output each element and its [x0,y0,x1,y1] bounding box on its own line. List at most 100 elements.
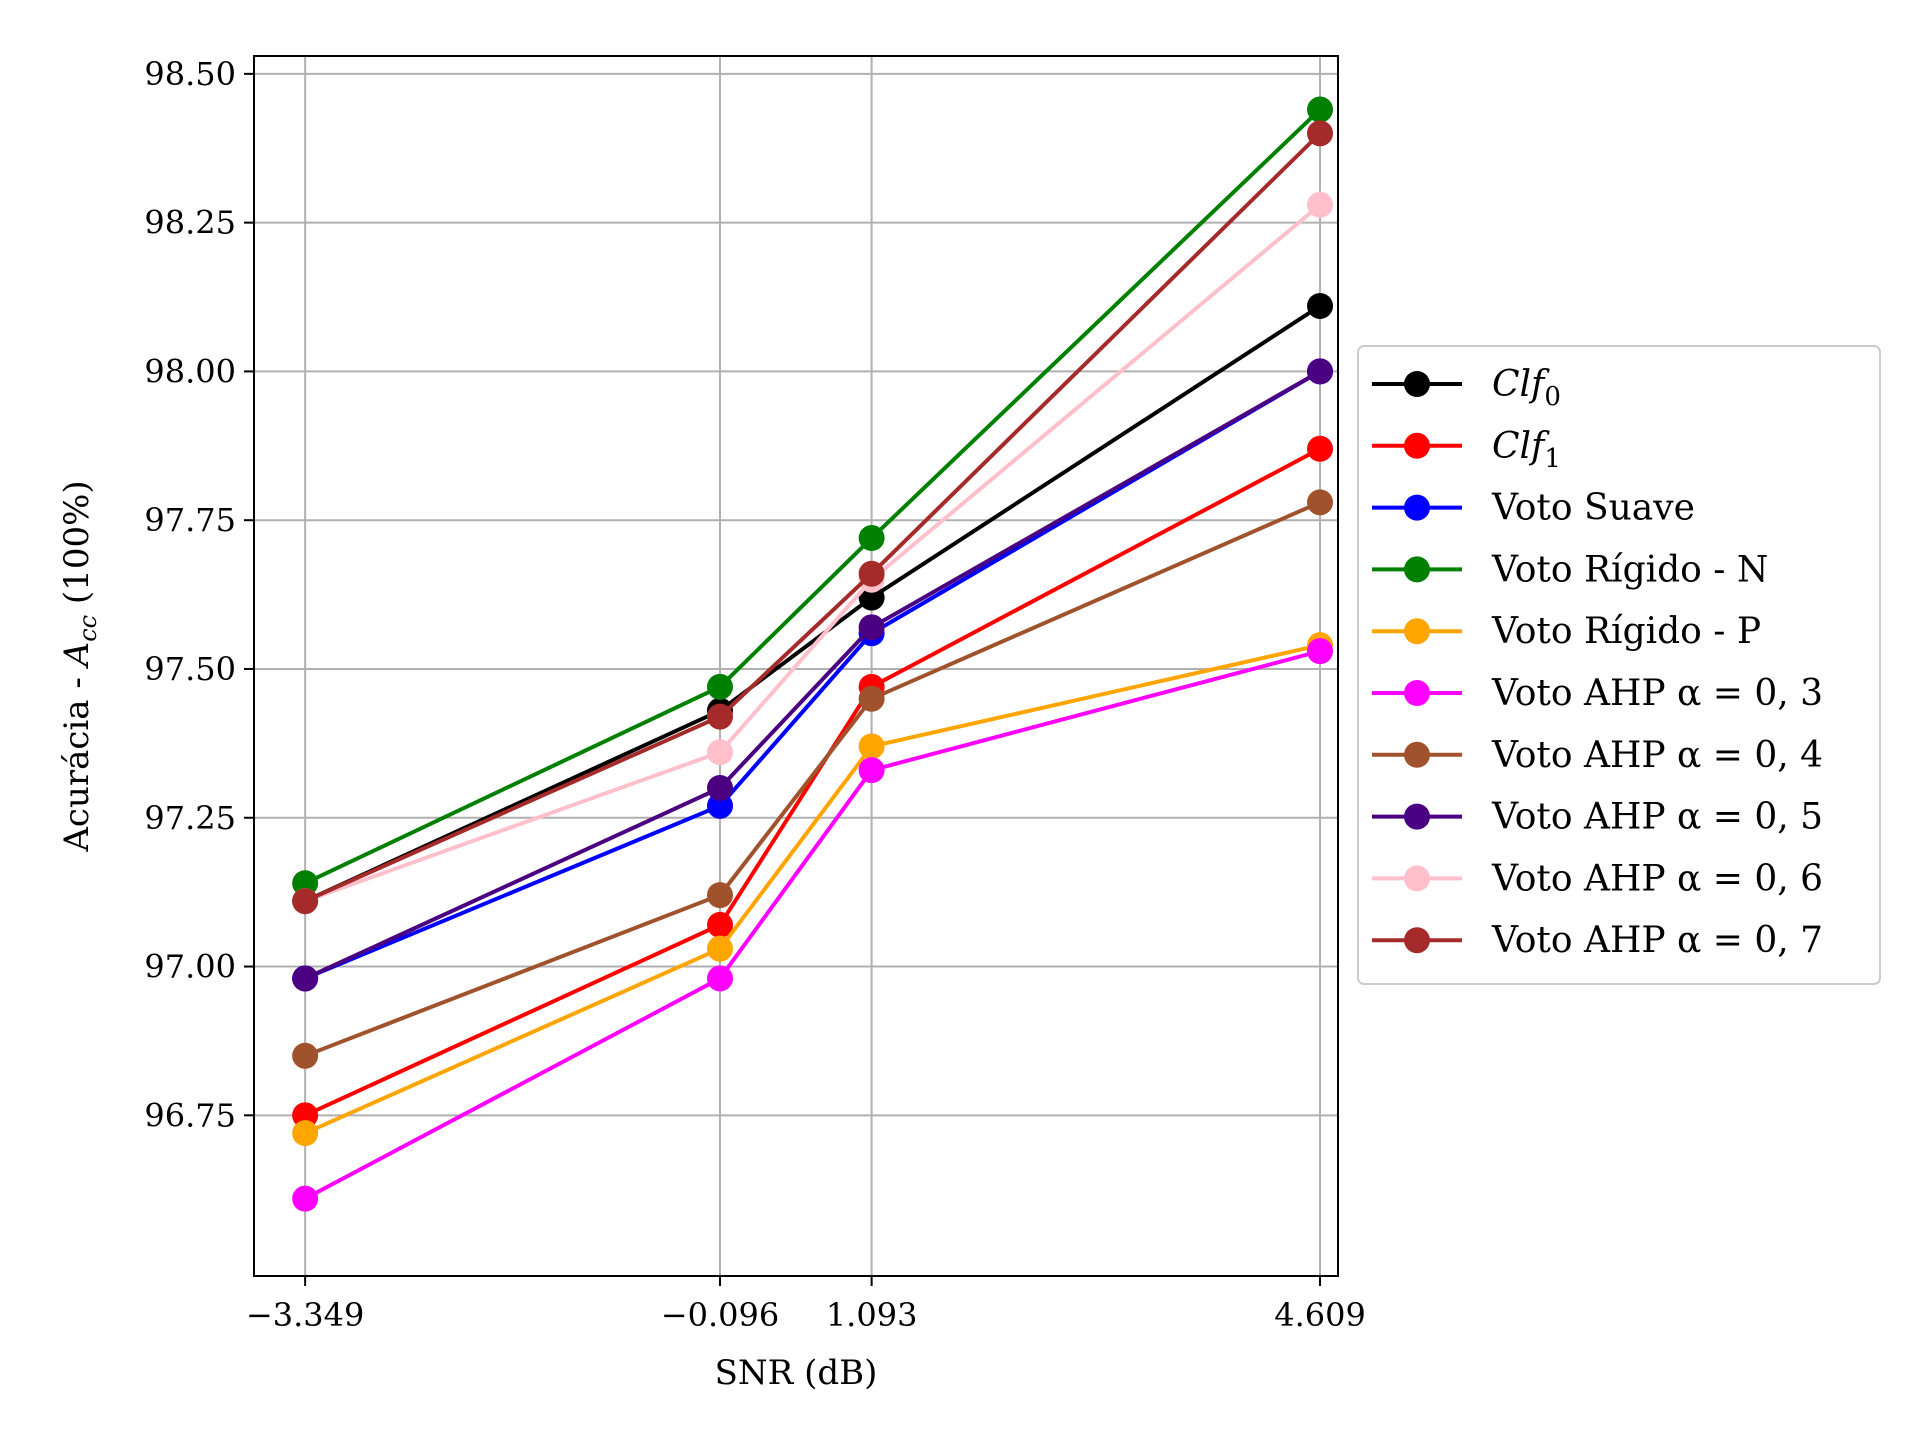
legend-entry: Voto Suave [1372,488,1695,529]
data-point [1307,292,1334,319]
series-line [304,643,1321,1135]
legend-label: Voto Rígido - N [1491,549,1768,590]
legend-swatch-marker [1404,494,1430,521]
legend-swatch-marker [1404,741,1430,768]
data-point [706,739,733,766]
y-axis-label: Acurácia - Acc (100%) [57,480,102,852]
data-point [706,673,733,700]
series-7 [292,358,1334,992]
data-point [292,1042,319,1069]
y-tick-label: 97.75 [144,501,236,539]
series-line [304,369,1322,981]
data-point [292,1102,319,1129]
y-tick-label: 97.50 [144,650,236,688]
legend-entry: Voto AHP α = 0, 4 [1372,735,1823,776]
series-line [304,649,1321,1201]
series-line [304,304,1322,903]
legend-entry: Voto AHP α = 0, 6 [1372,858,1823,899]
y-tick-label: 98.00 [144,352,236,390]
data-point [706,703,733,730]
series-5 [292,638,1334,1212]
data-point [858,584,885,611]
data-point [292,888,319,915]
x-axis-label: SNR (dB) [715,1353,878,1393]
series-line [304,108,1322,886]
data-point [1307,358,1334,385]
series-line [304,369,1322,981]
data-point [706,911,733,938]
grid-lines [254,56,1338,1276]
series-line [304,131,1322,903]
data-point [1307,120,1334,147]
data-point [858,757,885,784]
legend-box [1357,345,1881,985]
legend-entry: Clf0 [1372,364,1561,412]
series-line [304,500,1321,1058]
legend-swatch-marker [1404,865,1430,892]
data-point [1307,96,1334,123]
legend-entry: Voto AHP α = 0, 3 [1372,673,1823,714]
x-tick-label: −3.349 [246,1296,364,1334]
x-axis-ticks: −3.349 −0.096 1.093 4.609 [246,1276,1366,1334]
legend-swatch-marker [1404,803,1430,830]
data-point [706,775,733,801]
y-axis-ticks: 96.75 97.00 97.25 97.50 97.75 98.00 98.25 98.50 [144,55,254,1134]
legend-label: Voto AHP α = 0, 3 [1491,673,1823,714]
series-3 [292,96,1334,897]
series-line [304,203,1322,903]
series-4 [292,632,1334,1147]
x-tick-label: −0.096 [661,1296,779,1334]
x-tick-label: 1.093 [826,1296,918,1334]
legend-entry: Voto AHP α = 0, 5 [1372,797,1823,838]
legend-swatch-marker [1404,432,1430,459]
legend-label: Voto Rígido - P [1491,611,1761,652]
data-point [1307,435,1334,462]
series-9 [292,120,1334,915]
data-point [706,965,733,992]
data-point [1307,638,1334,665]
data-point [292,965,319,992]
legend-entry: Voto Rígido - P [1372,611,1761,652]
legend-label: Voto Suave [1491,488,1695,529]
y-tick-label: 96.75 [144,1096,236,1134]
legend-swatch-marker [1404,680,1430,706]
y-tick-label: 97.25 [144,799,236,837]
legend-label: Voto AHP α = 0, 5 [1491,797,1823,838]
y-tick-label: 98.25 [144,204,236,242]
plot-frame [253,55,1339,1277]
legend-label: Voto AHP α = 0, 6 [1491,858,1823,899]
series-0 [292,292,1334,915]
data-point [706,935,733,962]
x-tick-label: 4.609 [1274,1296,1366,1334]
legend-swatch-marker [1404,371,1430,397]
legend-entry: Voto Rígido - N [1372,549,1768,590]
y-tick-label: 98.50 [144,55,236,93]
data-point [292,1185,319,1212]
legend-swatch-marker [1404,618,1430,645]
legend-label: Clf1 [1492,426,1561,474]
legend-swatch-marker [1404,556,1430,583]
legend-entry: Voto AHP α = 0, 7 [1372,920,1823,961]
series-lines [292,96,1334,1212]
legend-label: Voto AHP α = 0, 7 [1491,920,1823,961]
data-point [292,1120,319,1147]
series-6 [292,489,1334,1069]
data-point [1307,191,1334,218]
series-line [304,447,1321,1118]
series-1 [292,435,1334,1129]
legend-swatch-marker [1404,927,1430,954]
data-point [706,882,733,909]
legend-label: Clf0 [1492,364,1561,412]
data-point [706,792,733,819]
series-8 [292,191,1334,915]
data-point [1307,489,1334,516]
y-tick-label: 97.00 [144,948,236,986]
legend-entry: Clf1 [1372,426,1561,474]
legend-label: Voto AHP α = 0, 4 [1491,735,1823,776]
data-point [858,685,885,712]
data-point [292,870,319,897]
data-point [858,733,885,760]
data-point [858,560,885,587]
data-point [858,525,885,552]
